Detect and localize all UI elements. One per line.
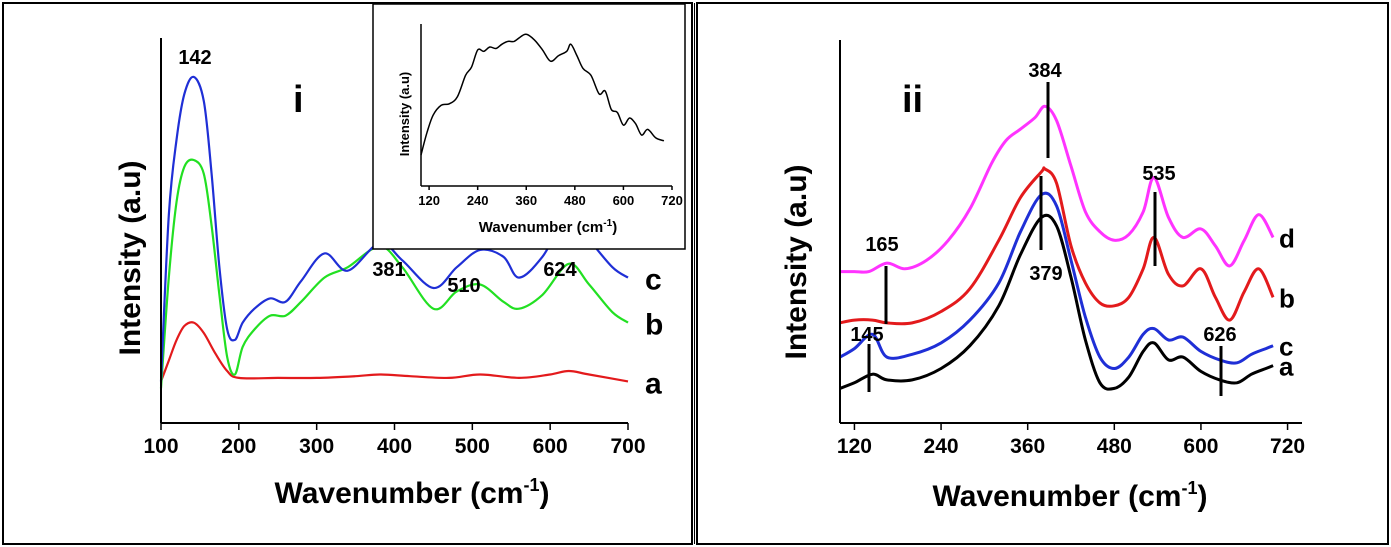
panel-ii-xtick-label: 360 [1010,435,1045,458]
panel-i-series-label-b: b [645,309,663,342]
peak-label-535: 535 [1142,163,1175,185]
peak-label-626: 626 [1203,324,1236,346]
panel-i-xtick-label: 200 [221,435,256,458]
inset-xtick-label: 600 [613,193,635,208]
panel-ii-series-c-line [839,191,1274,371]
panel-ii-xtick-label: 720 [1270,435,1305,458]
inset-xtick-label: 240 [467,193,489,208]
panel-i-series-c-line [159,75,629,382]
peak-label-145: 145 [850,324,883,346]
panel-ii-series [839,104,1275,391]
panel-i-xlabel-sup: -1 [523,475,539,495]
panel-i-xtick-label: 600 [533,435,568,458]
panel-i-xlabel-close: ) [539,477,549,510]
panel-i-series-a-line [159,321,629,383]
inset-xtick-label: 720 [661,193,683,208]
panel-i-series-label-c: c [645,264,662,297]
peak-label-165: 165 [865,234,898,256]
peak-label-379: 379 [1029,263,1062,285]
inset-frame [372,3,686,250]
panel-ii-frame [696,2,1389,545]
peak-label-142: 142 [178,47,211,69]
inset-ylabel: Intensity (a.u) [397,72,412,157]
inset-series [420,33,665,156]
panel-ii-series-label-a: a [1279,352,1294,382]
panel-ii-series-label-c: c [1279,332,1293,362]
panel-i-xlabel-main: Wavenumber (cm [275,477,524,510]
inset-xlabel-sup: -1 [603,218,612,229]
panel-ii-series-a-line [839,213,1274,391]
panel-i-xtick-label: 400 [377,435,412,458]
panel-i: 100 200 300 400 500 600 700 i Intensity (a.u) … [114,3,686,510]
panel-i-series-b-line [159,158,629,389]
inset-xtick-label: 120 [418,193,440,208]
panel-i-xtick-label: 500 [455,435,490,458]
panel-i-series [159,75,629,389]
panel-ii-xlabel-sup: -1 [1181,478,1197,498]
inset-ticks: 120 240 360 480 600 720 [418,186,683,208]
inset-series-line [420,33,665,156]
inset-xtick-label: 480 [564,193,586,208]
panel-ii-xtick-label: 600 [1183,435,1218,458]
panel-ii-xlabel-close: ) [1197,480,1207,513]
panel-i-xtick-label: 700 [610,435,645,458]
panel-i-series-label-a: a [645,367,662,400]
panel-i-label: i [293,79,304,121]
peak-label-381: 381 [372,259,405,281]
panel-i-series-labels: abc [645,264,663,401]
panel-ii-series-d-line [840,104,1275,274]
panel-ii-xtick-label: 120 [837,435,872,458]
inset-chart: 120 240 360 480 600 720 Intensity (a.u) Waven… [372,3,686,250]
panel-ii-series-label-d: d [1279,223,1295,253]
panel-i-ylabel: Intensity (a.u) [114,160,147,355]
panel-ii-ylabel: Intensity (a.u) [780,164,813,359]
panel-ii-xlabel-main: Wavenumber (cm [933,480,1182,513]
panel-ii-series-label-b: b [1279,283,1295,313]
inset-xlabel-main: Wavenumber (cm [479,219,603,236]
panel-ii-series-b-line [839,166,1275,326]
panel-ii-xtick-label: 240 [924,435,959,458]
panel-ii: 120 240 360 480 600 720 ii Intensity (a.u) Wa… [780,40,1305,513]
panel-i-frame [2,2,693,545]
inset-xlabel: Wavenumber (cm-1) [479,218,617,236]
panel-i-xlabel: Wavenumber (cm-1) [275,475,550,510]
panel-i-xtick-label: 300 [299,435,334,458]
inset-xtick-label: 360 [515,193,537,208]
peak-label-384: 384 [1028,60,1062,82]
peak-label-624: 624 [543,259,577,281]
inset-xlabel-close: ) [612,219,617,236]
panel-i-ticks: 100 200 300 400 500 600 700 [143,423,646,458]
panel-ii-xlabel: Wavenumber (cm-1) [933,478,1208,513]
panel-ii-xtick-label: 480 [1097,435,1132,458]
panel-i-xtick-label: 100 [143,435,178,458]
peak-label-510: 510 [447,275,480,297]
panel-ii-ticks: 120 240 360 480 600 720 [837,423,1305,458]
panel-ii-label: ii [902,79,923,121]
